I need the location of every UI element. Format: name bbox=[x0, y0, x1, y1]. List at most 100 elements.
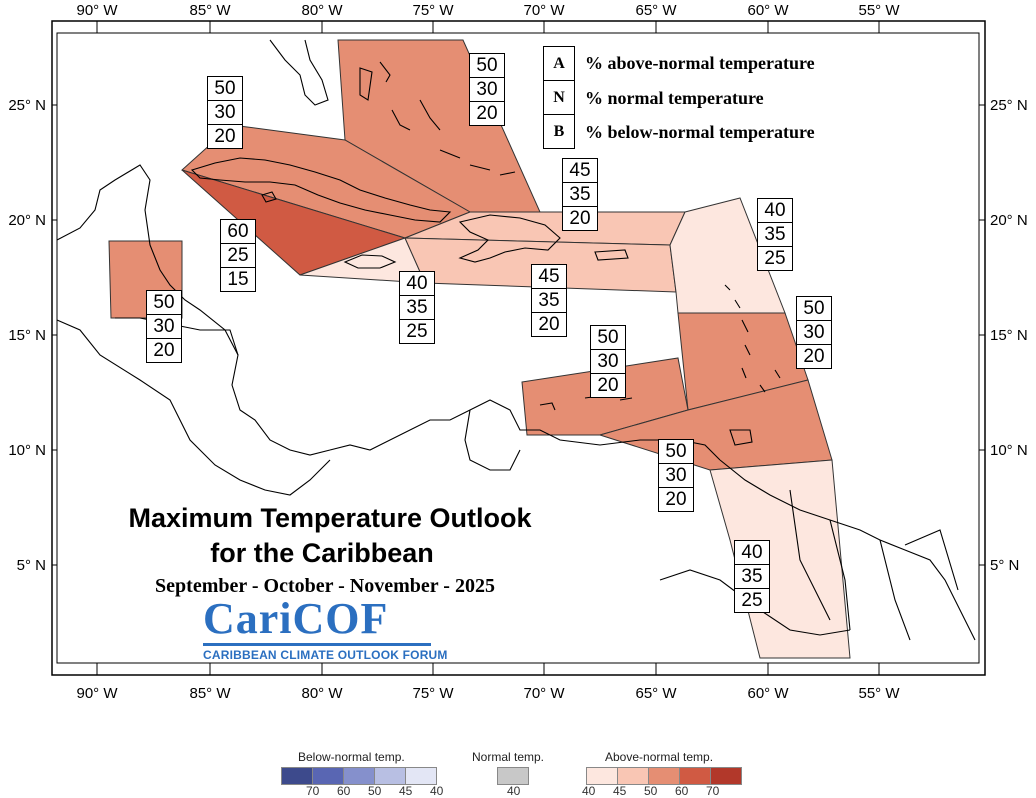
prob-a: 50 bbox=[597, 327, 619, 348]
colorbar-above bbox=[586, 767, 742, 785]
prob-box-jamaica: 40 35 25 bbox=[399, 271, 435, 344]
prob-box-cuba: 50 30 20 bbox=[207, 76, 243, 149]
prob-b: 20 bbox=[659, 487, 693, 511]
longitude-label-bottom: 60° W bbox=[747, 685, 789, 702]
coast-cuba bbox=[190, 157, 452, 223]
longitude-label-bottom: 90° W bbox=[76, 685, 118, 702]
key-letter-normal: N bbox=[544, 80, 574, 114]
colorbar-normal-label: 40 bbox=[507, 784, 521, 798]
prob-box-cayman-jamaica-west: 60 25 15 bbox=[220, 219, 256, 292]
colorbar-normal-title: Normal temp. bbox=[472, 750, 545, 764]
prob-n: 35 bbox=[400, 295, 434, 319]
prob-b: 20 bbox=[532, 312, 566, 336]
prob-b: 20 bbox=[591, 373, 625, 397]
coast-colombia bbox=[329, 399, 721, 461]
colorbar-below-label: 50 bbox=[368, 784, 382, 798]
prob-b: 25 bbox=[400, 319, 434, 343]
prob-a: 45 bbox=[569, 160, 591, 181]
colorbar-below-swatch bbox=[281, 767, 313, 785]
coast-isle-of-youth bbox=[261, 191, 277, 203]
colorbar-below-label: 45 bbox=[399, 784, 413, 798]
prob-n: 30 bbox=[208, 100, 242, 124]
logo-subtitle: CARIBBEAN CLIMATE OUTLOOK FORUM bbox=[203, 648, 448, 662]
colorbar-above-label: 60 bbox=[675, 784, 689, 798]
prob-n: 35 bbox=[758, 222, 792, 246]
colorbar-below-swatch bbox=[343, 767, 375, 785]
latitude-label-left: 25° N bbox=[8, 97, 46, 114]
latitude-label-right: 20° N bbox=[990, 212, 1028, 229]
prob-n: 35 bbox=[532, 288, 566, 312]
colorbar-above-label: 70 bbox=[706, 784, 720, 798]
key-letters: A N B bbox=[543, 46, 575, 149]
colorbar-below-swatch bbox=[374, 767, 406, 785]
latitude-label-right: 5° N bbox=[990, 557, 1019, 574]
map-season: September - October - November - 2025 bbox=[155, 575, 495, 597]
key-letter-above: A bbox=[553, 55, 565, 72]
coast-lesser-antilles bbox=[724, 284, 781, 393]
longitude-label-top: 75° W bbox=[412, 2, 454, 19]
prob-a: 45 bbox=[538, 266, 560, 287]
colorbar-below-label: 40 bbox=[430, 784, 444, 798]
prob-a: 50 bbox=[665, 441, 687, 462]
region-guianas bbox=[709, 459, 851, 659]
longitude-label-top: 55° W bbox=[858, 2, 900, 19]
latitude-label-right: 15° N bbox=[990, 327, 1028, 344]
latitude-labels-right: 25° N 20° N 15° N 10° N 5° N bbox=[990, 97, 1028, 574]
prob-n: 30 bbox=[659, 463, 693, 487]
latitude-label-right: 10° N bbox=[990, 442, 1028, 459]
prob-b: 25 bbox=[735, 588, 769, 612]
prob-n: 35 bbox=[563, 182, 597, 206]
coast-florida bbox=[269, 39, 329, 106]
key-letter-below: B bbox=[544, 114, 574, 148]
prob-b: 20 bbox=[147, 338, 181, 362]
longitude-label-bottom: 65° W bbox=[635, 685, 677, 702]
prob-box-windward-islands: 50 30 20 bbox=[796, 296, 832, 369]
prob-n: 30 bbox=[797, 320, 831, 344]
colorbar-above-swatch bbox=[648, 767, 680, 785]
colorbar-below-label: 60 bbox=[337, 784, 351, 798]
map-title-line2: for the Caribbean bbox=[210, 538, 434, 568]
border-guianas bbox=[789, 489, 959, 641]
colorbar-above-swatch bbox=[679, 767, 711, 785]
prob-box-trinidad-barbados: 50 30 20 bbox=[658, 439, 694, 512]
prob-n: 30 bbox=[147, 314, 181, 338]
longitude-labels-top: 90° W 85° W 80° W 75° W 70° W 65° W 60° W 55° W bbox=[76, 2, 900, 19]
prob-b: 20 bbox=[470, 101, 504, 125]
latitude-label-left: 20° N bbox=[8, 212, 46, 229]
latitude-label-left: 10° N bbox=[8, 442, 46, 459]
longitude-label-top: 90° W bbox=[76, 2, 118, 19]
prob-b: 20 bbox=[563, 206, 597, 230]
prob-box-hispaniola-south-puerto-rico: 45 35 20 bbox=[531, 264, 567, 337]
colorbar-below-label: 70 bbox=[306, 784, 320, 798]
prob-box-leeward-islands: 40 35 25 bbox=[757, 198, 793, 271]
prob-n: 25 bbox=[221, 243, 255, 267]
longitude-label-bottom: 55° W bbox=[858, 685, 900, 702]
prob-n: 30 bbox=[591, 349, 625, 373]
coast-trinidad bbox=[729, 429, 753, 446]
latitude-label-right: 25° N bbox=[990, 97, 1028, 114]
prob-b: 20 bbox=[208, 124, 242, 148]
latitude-label-left: 5° N bbox=[17, 557, 46, 574]
colorbar-above-label: 50 bbox=[644, 784, 658, 798]
prob-a: 40 bbox=[741, 542, 763, 563]
prob-a: 60 bbox=[227, 221, 249, 242]
colorbar-above-swatch bbox=[586, 767, 618, 785]
colorbar-below-title: Below-normal temp. bbox=[298, 750, 405, 764]
key-text-above: % above-normal temperature bbox=[585, 53, 815, 73]
prob-b: 20 bbox=[797, 344, 831, 368]
coast-puerto-rico bbox=[594, 249, 629, 261]
longitude-label-top: 80° W bbox=[301, 2, 343, 19]
coast-bahamas-1 bbox=[359, 67, 373, 101]
prob-a: 40 bbox=[764, 200, 786, 221]
prob-box-belize: 50 30 20 bbox=[146, 290, 182, 363]
key-text-normal: % normal temperature bbox=[585, 88, 764, 108]
longitude-label-top: 85° W bbox=[189, 2, 231, 19]
colorbar-normal-swatch bbox=[497, 767, 529, 785]
latitude-label-left: 15° N bbox=[8, 327, 46, 344]
prob-a: 50 bbox=[476, 55, 498, 76]
prob-a: 50 bbox=[153, 292, 175, 313]
coast-jamaica bbox=[343, 254, 397, 269]
colorbar-normal bbox=[497, 767, 529, 785]
longitude-label-bottom: 70° W bbox=[523, 685, 565, 702]
